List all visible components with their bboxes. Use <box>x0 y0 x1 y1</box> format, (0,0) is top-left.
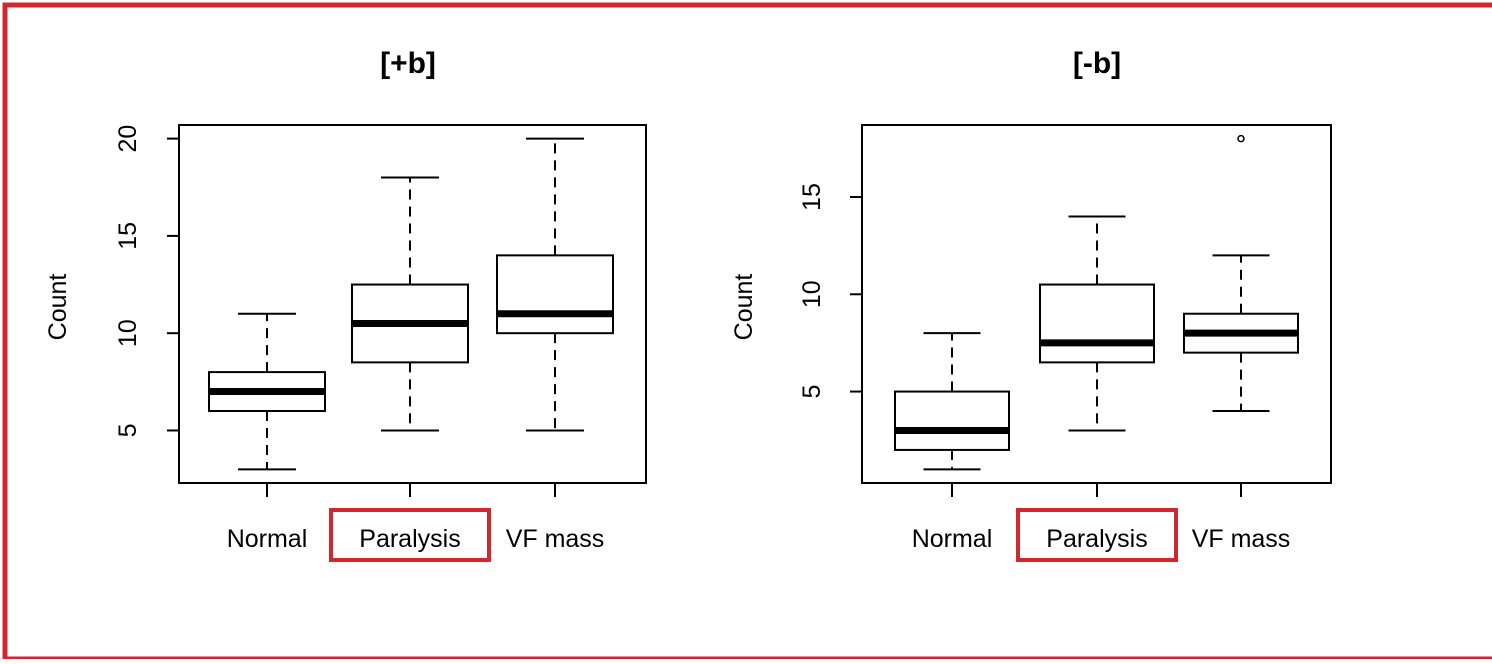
category-label: Paralysis <box>359 525 460 553</box>
y-axis-label: Count <box>730 274 758 341</box>
iqr-box <box>1039 283 1155 364</box>
chart-panel-minus-b: [-b] Count 5 10 15 Normal Paralysis VF mass <box>730 47 1332 562</box>
category-label: Paralysis <box>1046 525 1147 553</box>
y-tick-label: 15 <box>114 222 142 250</box>
y-tick-label: 20 <box>114 125 142 153</box>
y-tick-label: 5 <box>798 385 826 399</box>
y-tick-label: 15 <box>798 183 826 211</box>
iqr-box <box>496 254 614 335</box>
y-tick-label: 5 <box>114 424 142 438</box>
category-label: Normal <box>227 525 308 553</box>
iqr-box <box>894 390 1010 451</box>
outlier-point <box>1237 134 1245 143</box>
category-label: Normal <box>912 525 993 553</box>
plot-area: 5 10 15 20 Normal Paralysis VF mass <box>114 124 647 562</box>
y-tick-label: 10 <box>798 280 826 308</box>
category-highlight-box <box>1016 508 1178 562</box>
plot-area: 5 10 15 Normal Paralysis VF mass <box>798 124 1332 562</box>
y-tick-label: 10 <box>114 319 142 347</box>
y-axis-label: Count <box>44 274 72 341</box>
chart-panel-plus-b: [+b] Count 5 10 15 20 Normal Paralysis VF mass <box>44 47 647 562</box>
plot-border <box>178 124 647 484</box>
chart-title: [-b] <box>1073 47 1121 80</box>
category-highlight-box <box>329 508 491 562</box>
category-label: VF mass <box>1192 525 1291 553</box>
category-label: VF mass <box>506 525 605 553</box>
chart-title: [+b] <box>380 47 436 80</box>
